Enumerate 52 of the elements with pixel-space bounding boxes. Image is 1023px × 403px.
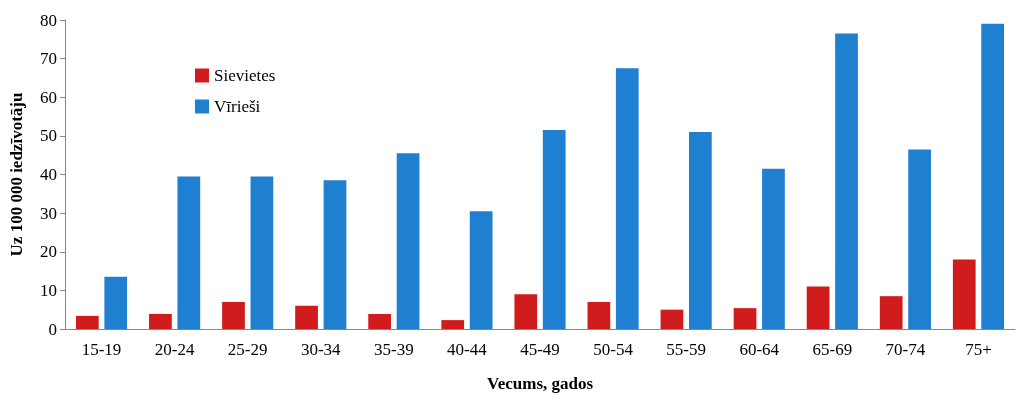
y-tick-label: 10 (40, 280, 57, 300)
bar (323, 180, 347, 329)
y-tick-label: 50 (40, 126, 57, 146)
bar (660, 309, 684, 329)
bar (514, 294, 538, 329)
bar (615, 68, 639, 329)
bar (879, 296, 903, 329)
bar (908, 149, 931, 329)
x-tick-label: 40-44 (447, 340, 488, 359)
y-tick-label: 30 (40, 203, 57, 223)
x-tick-label: 55-59 (666, 340, 706, 359)
bar (542, 130, 566, 329)
y-tick-label: 80 (40, 10, 57, 30)
x-tick-label: 30-34 (300, 340, 342, 359)
bar (762, 168, 785, 329)
bar (396, 153, 420, 329)
bar (469, 211, 493, 329)
bar (952, 259, 976, 329)
bar (441, 320, 465, 329)
y-tick-label: 40 (40, 165, 57, 184)
legend-label: Sievietes (214, 66, 276, 85)
x-tick-label: 45-49 (520, 340, 560, 359)
x-tick-label: 75+ (965, 340, 992, 359)
bar (587, 301, 611, 329)
y-tick-label: 0 (48, 319, 57, 339)
bar (75, 315, 99, 329)
x-tick-label: 25-29 (227, 340, 268, 359)
x-tick-label: 20-24 (154, 340, 195, 359)
bar (806, 286, 830, 329)
x-tick-label: 50-54 (593, 340, 634, 359)
bar (981, 23, 1005, 329)
y-tick-label: 20 (40, 242, 57, 262)
bar (733, 308, 757, 329)
x-tick-label: 70-74 (885, 340, 926, 359)
legend-label: Vīrieši (214, 97, 261, 116)
bar (295, 305, 318, 329)
y-tick-label: 60 (40, 87, 57, 107)
bar (250, 176, 274, 329)
bar (104, 276, 128, 329)
x-tick-label: 15-19 (81, 340, 122, 359)
x-tick-label: 60-64 (739, 340, 780, 359)
bar (177, 176, 201, 329)
bar (368, 313, 391, 329)
x-tick-label: 35-39 (374, 340, 414, 359)
y-axis-title: Uz 100 000 iedzīvotāju (7, 92, 26, 257)
bar (222, 301, 245, 329)
x-tick-label: 65-69 (812, 340, 853, 359)
y-tick-label: 70 (40, 49, 57, 69)
bar (835, 33, 858, 329)
bar (149, 313, 172, 329)
x-axis-title: Vecums, gados (486, 374, 594, 393)
bar (689, 132, 712, 329)
